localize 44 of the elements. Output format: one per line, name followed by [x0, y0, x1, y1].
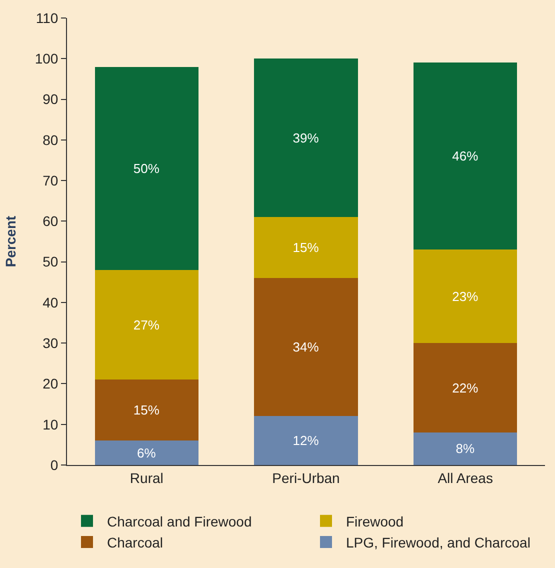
y-tick-label: 80 [42, 132, 58, 148]
x-tick-label: Rural [130, 470, 164, 486]
y-tick-label: 10 [42, 416, 58, 432]
bar [94, 270, 198, 380]
data-label: 50% [133, 160, 160, 176]
data-label: 34% [292, 340, 320, 355]
x-tick-label: All Areas [438, 470, 493, 486]
legend-label: Charcoal and Firewood [107, 513, 252, 530]
data-label: 15% [292, 240, 320, 256]
y-tick-label: 100 [34, 50, 58, 67]
data-label: 46% [452, 148, 479, 164]
bar [414, 432, 518, 465]
y-tick-label: 30 [42, 334, 58, 351]
legend-label: LPG, Firewood, and Charcoal [346, 534, 530, 550]
legend-label: Charcoal [107, 534, 164, 550]
bar [254, 278, 358, 416]
data-label: 23% [452, 288, 479, 304]
y-tick-label: 90 [42, 91, 58, 108]
bar [94, 440, 198, 465]
bar [414, 250, 518, 344]
legend-label: Firewood [346, 513, 404, 530]
bar [414, 343, 518, 432]
y-tick-label: 20 [42, 376, 58, 392]
data-label: 22% [452, 380, 479, 396]
data-label: 15% [133, 402, 160, 418]
bar [254, 416, 358, 465]
bar [254, 58, 358, 218]
bar [94, 66, 198, 270]
data-label: 27% [133, 317, 160, 332]
y-tick-label: 40 [42, 294, 58, 310]
bar [254, 217, 358, 278]
y-tick-label: 60 [42, 213, 58, 230]
y-tick-label: 50 [42, 254, 58, 270]
y-tick-label: 0 [50, 456, 58, 473]
data-label: 8% [456, 441, 475, 456]
y-axis-title: Percent [2, 215, 18, 268]
bar [94, 380, 198, 441]
y-tick-label: 70 [42, 172, 58, 188]
data-label: 39% [292, 130, 320, 146]
bar [414, 62, 518, 250]
x-tick-label: Peri-Urban [272, 470, 340, 486]
data-label: 12% [292, 433, 320, 448]
y-tick-label: 110 [36, 10, 58, 26]
data-label: 6% [137, 445, 156, 460]
